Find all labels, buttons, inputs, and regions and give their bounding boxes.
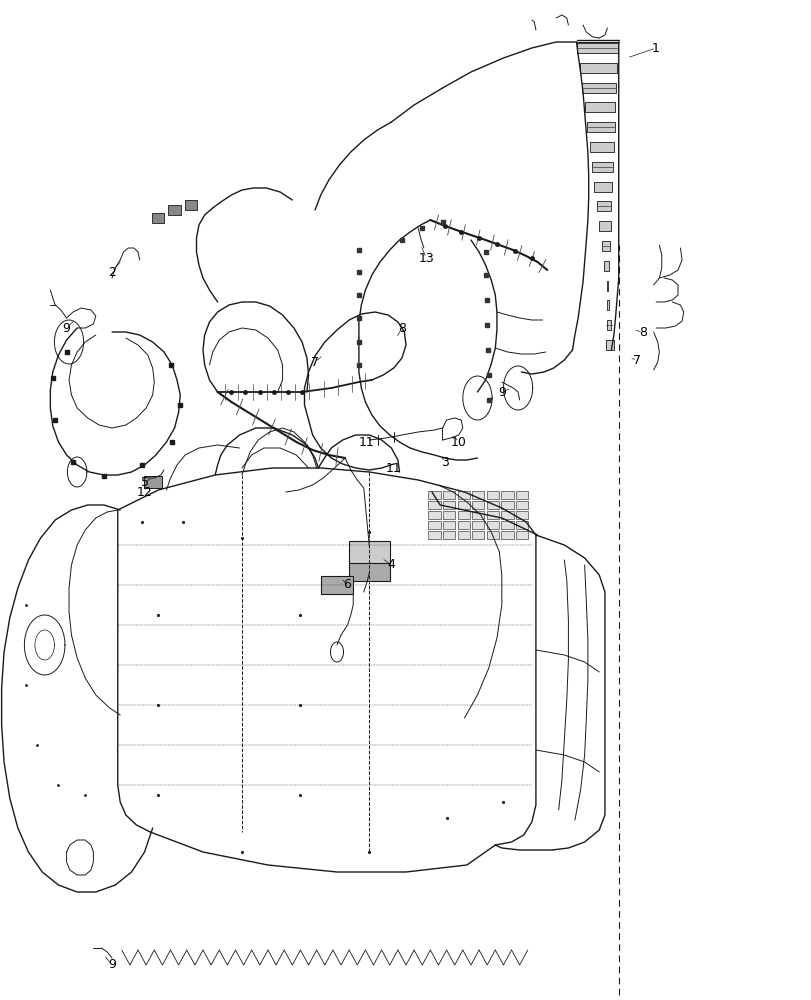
Bar: [603, 261, 608, 271]
Bar: [501, 501, 513, 509]
Bar: [501, 531, 513, 539]
Bar: [320, 576, 353, 594]
Bar: [443, 521, 455, 529]
Text: 3: 3: [440, 456, 448, 468]
Bar: [589, 142, 613, 152]
Text: 9: 9: [108, 958, 116, 972]
Text: 7: 7: [633, 354, 641, 366]
Bar: [594, 182, 611, 192]
Bar: [591, 162, 612, 172]
Bar: [579, 63, 616, 73]
Bar: [443, 501, 455, 509]
Bar: [443, 491, 455, 499]
Bar: [584, 102, 615, 112]
Bar: [457, 491, 469, 499]
Bar: [443, 531, 455, 539]
Bar: [501, 511, 513, 519]
Bar: [599, 221, 610, 231]
Bar: [169, 205, 180, 215]
Bar: [581, 83, 616, 93]
Bar: [516, 531, 527, 539]
Bar: [486, 531, 498, 539]
Text: 4: 4: [387, 558, 395, 572]
Bar: [577, 43, 617, 53]
Bar: [457, 531, 469, 539]
Bar: [486, 521, 498, 529]
Bar: [596, 201, 611, 211]
Text: 12: 12: [136, 486, 152, 498]
Bar: [428, 491, 440, 499]
Bar: [486, 491, 498, 499]
Bar: [516, 491, 527, 499]
Text: 11: 11: [358, 436, 375, 448]
Text: 5: 5: [140, 476, 148, 488]
Bar: [486, 511, 498, 519]
Text: 11: 11: [385, 462, 401, 475]
Bar: [457, 511, 469, 519]
Bar: [472, 511, 483, 519]
Bar: [472, 501, 483, 509]
Bar: [501, 491, 513, 499]
Text: 9: 9: [497, 385, 505, 398]
Bar: [486, 501, 498, 509]
Text: 7: 7: [311, 356, 319, 368]
Text: 10: 10: [450, 436, 466, 448]
Text: 6: 6: [343, 578, 351, 591]
Bar: [586, 122, 614, 132]
Bar: [457, 521, 469, 529]
Bar: [516, 511, 527, 519]
Bar: [516, 521, 527, 529]
Text: 9: 9: [62, 322, 71, 334]
Bar: [606, 281, 607, 291]
Bar: [472, 531, 483, 539]
Text: 1: 1: [651, 41, 659, 54]
Bar: [152, 213, 164, 223]
Bar: [501, 521, 513, 529]
Bar: [443, 511, 455, 519]
Bar: [428, 501, 440, 509]
Text: 13: 13: [418, 251, 434, 264]
Bar: [428, 511, 440, 519]
Bar: [606, 320, 611, 330]
Bar: [516, 501, 527, 509]
Bar: [607, 300, 608, 310]
Bar: [184, 200, 196, 210]
Bar: [601, 241, 609, 251]
Bar: [428, 531, 440, 539]
Bar: [428, 521, 440, 529]
Bar: [349, 541, 389, 563]
Text: 8: 8: [397, 322, 406, 334]
Bar: [472, 521, 483, 529]
Bar: [605, 340, 613, 350]
Text: 2: 2: [108, 265, 116, 278]
Bar: [457, 501, 469, 509]
Text: 8: 8: [638, 326, 646, 338]
Bar: [349, 559, 389, 581]
Bar: [472, 491, 483, 499]
Bar: [144, 476, 161, 488]
